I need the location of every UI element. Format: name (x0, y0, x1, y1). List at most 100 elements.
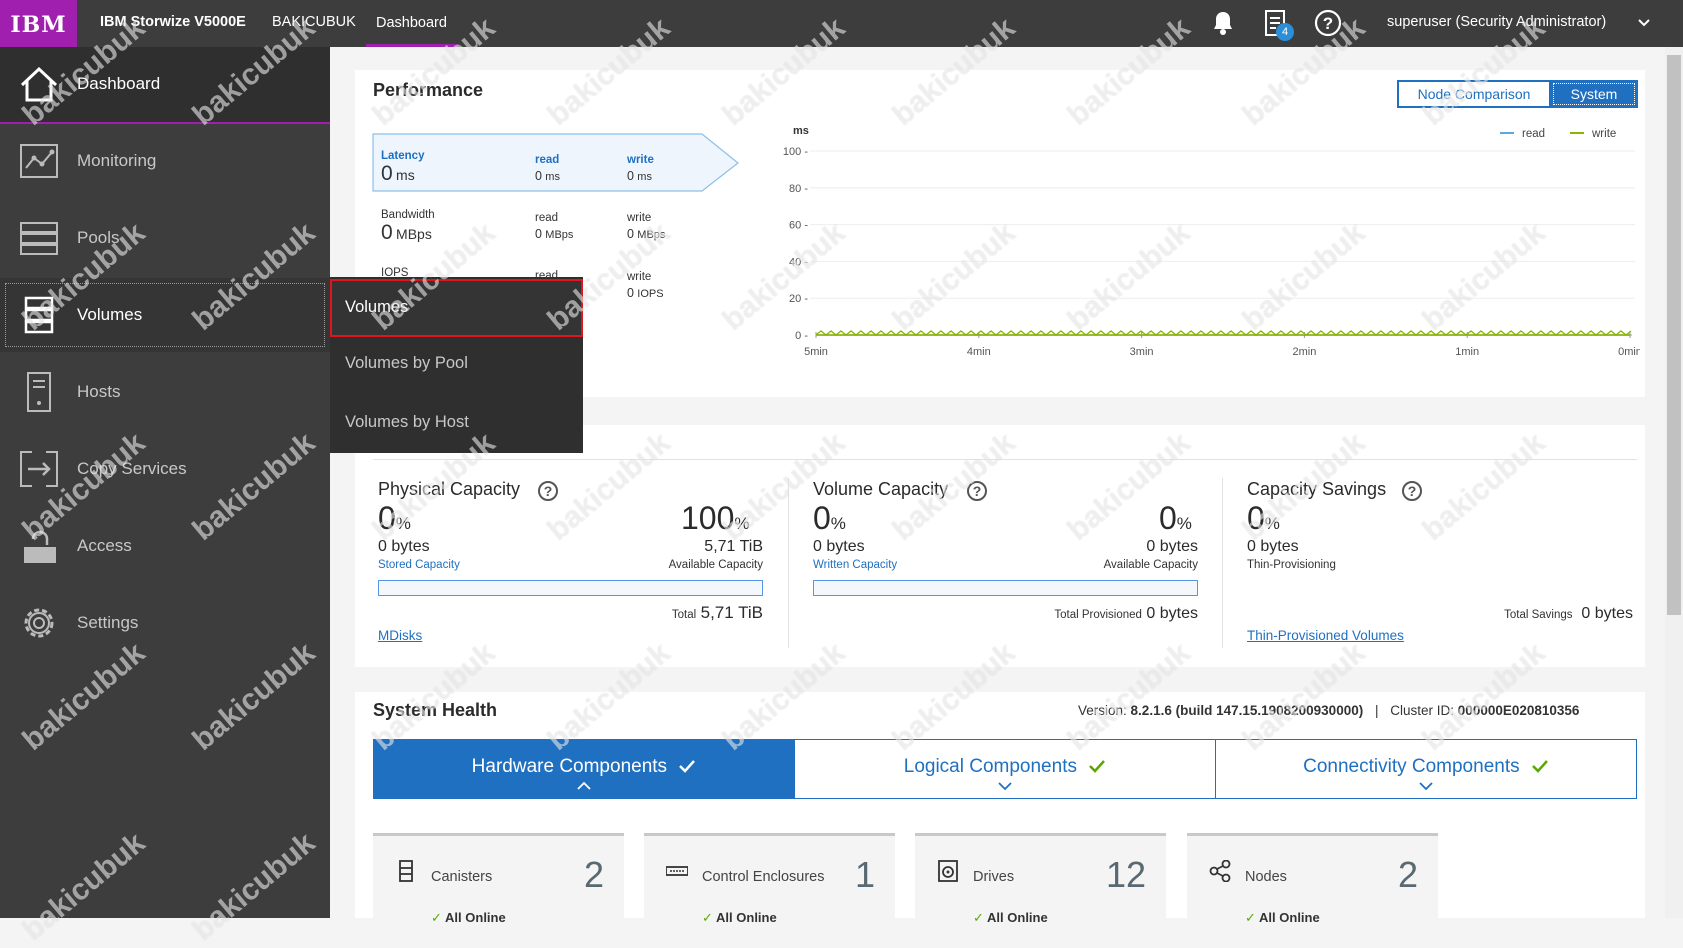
help-icon[interactable]: ? (967, 481, 987, 501)
x-tick-label: 3min (1130, 346, 1154, 358)
capacity-savings-title: Capacity Savings (1247, 479, 1387, 499)
volumes-icon (18, 294, 60, 336)
latency-metric[interactable]: Latency 0 ms (381, 150, 425, 185)
sidebar-item-dashboard[interactable]: Dashboard (0, 47, 330, 124)
latency-write: write 0 ms (627, 154, 654, 183)
x-tick-label: 5min (804, 346, 828, 358)
sidebar-item-pools[interactable]: Pools (0, 201, 330, 275)
canister-icon (399, 860, 413, 882)
x-tick-label: 2min (1292, 346, 1316, 358)
latency-read: read 0 ms (535, 154, 560, 183)
scrollbar-thumb[interactable] (1667, 55, 1681, 615)
product-name: IBM Storwize V5000E (100, 14, 246, 30)
help-icon[interactable]: ? (1313, 8, 1343, 38)
total-savings: Total Savings 0 bytes (1504, 605, 1633, 622)
tab-logical-components[interactable]: Logical Components (794, 739, 1216, 799)
tab-connectivity-components[interactable]: Connectivity Components (1215, 739, 1637, 799)
latency-selected-indicator (372, 133, 739, 192)
sidebar-item-volumes[interactable]: Volumes (0, 278, 330, 352)
volumes-flyout-menu: Volumes Volumes by Pool Volumes by Host (330, 277, 583, 453)
sidebar-item-access[interactable]: Access (0, 509, 330, 583)
physical-capacity-bar (378, 580, 763, 596)
volume-written-bytes: 0 bytes (813, 538, 865, 555)
tab-hardware-components[interactable]: Hardware Components (373, 739, 795, 799)
series-marker-write (815, 330, 1632, 336)
mdisks-link[interactable]: MDisks (378, 628, 423, 643)
physical-used-percent: 0% (378, 500, 411, 536)
flyout-item-volumes-by-host[interactable]: Volumes by Host (345, 413, 469, 431)
gear-icon (18, 602, 60, 644)
physical-stored-bytes: 0 bytes (378, 538, 430, 555)
written-capacity-label: Written Capacity (813, 559, 898, 571)
control-enclosures-card[interactable]: Control Enclosures 1 ✓ All Online (644, 833, 895, 925)
capacity-panel (355, 425, 1645, 667)
volume-available-bytes: 0 bytes (1146, 538, 1198, 555)
sidebar-item-settings[interactable]: Settings (0, 586, 330, 660)
ibm-logo[interactable]: IBM (0, 0, 77, 47)
y-tick-label: 80 - (789, 183, 808, 195)
thin-provisioning-label: Thin-Provisioning (1247, 559, 1336, 571)
system-health-title: System Health (373, 700, 498, 720)
checkmark-icon (1532, 760, 1548, 773)
y-tick-label: 60 - (789, 220, 808, 232)
capacity-separator (1222, 478, 1223, 648)
nodes-icon (1209, 860, 1231, 882)
chart-unit-label: ms (793, 128, 809, 137)
sidebar-item-monitoring[interactable]: Monitoring (0, 124, 330, 198)
flyout-item-volumes-by-pool[interactable]: Volumes by Pool (345, 354, 468, 372)
volume-available-percent: 0% (1159, 500, 1192, 536)
savings-percent: 0% (1247, 500, 1280, 536)
volume-available-label: Available Capacity (1103, 559, 1198, 571)
legend-label-read: read (1522, 128, 1545, 140)
legend-label-write: write (1591, 128, 1616, 140)
drive-icon (938, 860, 958, 882)
copy-services-icon (18, 448, 60, 490)
chevron-down-icon (998, 782, 1012, 791)
home-icon (18, 63, 60, 105)
sidebar: Dashboard Monitoring Pools Volumes Hosts… (0, 47, 330, 918)
y-tick-label: 20 - (789, 293, 808, 305)
version-info: Version: 8.2.1.6 (build 147.15.190820093… (1078, 703, 1580, 718)
access-icon (18, 525, 60, 567)
volume-capacity-title: Volume Capacity (813, 479, 949, 499)
pools-icon (18, 217, 60, 259)
physical-total: Total 5,71 TiB (671, 603, 763, 622)
bandwidth-read: read 0 MBps (535, 212, 574, 241)
sidebar-item-copy-services[interactable]: Copy Services (0, 432, 330, 506)
volume-total-provisioned: Total Provisioned 0 bytes (1054, 605, 1198, 622)
node-comparison-button[interactable]: Node Comparison (1397, 80, 1551, 108)
y-tick-label: 40 - (789, 256, 808, 268)
enclosure-icon (666, 866, 688, 876)
help-icon[interactable]: ? (538, 481, 558, 501)
canisters-card[interactable]: Canisters 2 ✓ All Online (373, 833, 624, 925)
system-name: BAKICUBUK (272, 14, 356, 30)
physical-available-label: Available Capacity (668, 559, 763, 571)
thin-provisioned-volumes-link[interactable]: Thin-Provisioned Volumes (1247, 628, 1404, 643)
y-tick-label: 100 - (783, 146, 808, 158)
user-menu[interactable]: superuser (Security Administrator) (1387, 14, 1607, 30)
x-tick-label: 4min (967, 346, 991, 358)
capacity-separator (788, 478, 789, 648)
help-icon[interactable]: ? (1402, 481, 1422, 501)
checkmark-icon (679, 760, 696, 773)
system-button[interactable]: System (1550, 80, 1638, 108)
iops-metric[interactable]: IOPS (381, 267, 409, 279)
monitoring-icon (18, 140, 60, 182)
nodes-card[interactable]: Nodes 2 ✓ All Online (1187, 833, 1438, 925)
stored-capacity-label: Stored Capacity (378, 559, 460, 571)
tab-dashboard[interactable]: Dashboard (366, 0, 458, 47)
drives-card[interactable]: Drives 12 ✓ All Online (915, 833, 1166, 925)
physical-capacity-title: Physical Capacity (378, 479, 521, 499)
checkmark-icon (1089, 760, 1106, 773)
svg-text:?: ? (1323, 14, 1333, 33)
bandwidth-write: write 0 MBps (627, 212, 666, 241)
bell-icon[interactable] (1208, 8, 1238, 38)
x-tick-label: 0min (1618, 346, 1640, 358)
chevron-down-icon (1419, 782, 1433, 791)
flyout-item-volumes[interactable]: Volumes (330, 279, 583, 337)
bandwidth-metric[interactable]: Bandwidth 0 MBps (381, 209, 435, 244)
sidebar-item-hosts[interactable]: Hosts (0, 355, 330, 429)
chevron-down-icon[interactable] (1636, 12, 1652, 37)
tasks-badge: 4 (1276, 23, 1294, 41)
physical-available-percent: 100% (681, 500, 750, 536)
